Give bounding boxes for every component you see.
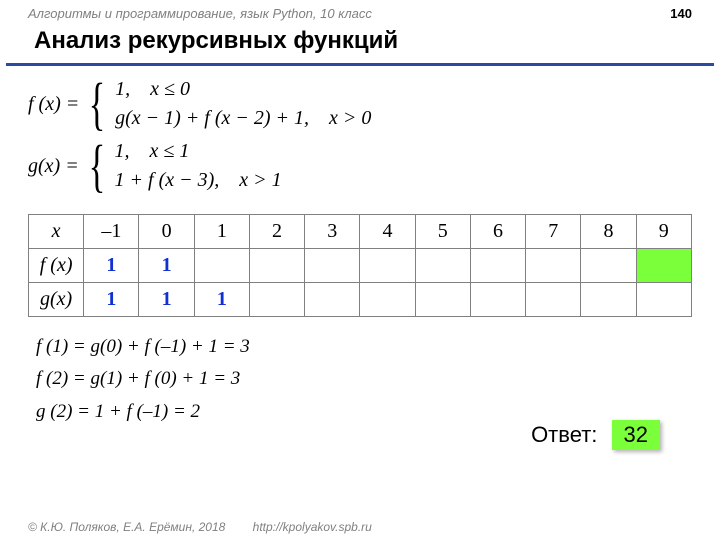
brace-icon: { — [89, 79, 106, 129]
table-cell: 1 — [84, 249, 139, 283]
col-header: 4 — [360, 215, 415, 249]
row-label: f (x) — [29, 249, 84, 283]
table-cell — [636, 249, 691, 283]
slide-title: Анализ рекурсивных функций — [6, 23, 714, 66]
f-left: f (x) = — [28, 93, 79, 116]
col-header: –1 — [84, 215, 139, 249]
col-header-x: x — [29, 215, 84, 249]
table-cell: 1 — [84, 283, 139, 317]
table-cell — [415, 283, 470, 317]
table-cell — [249, 283, 304, 317]
table-cell — [305, 249, 360, 283]
table-cell — [360, 283, 415, 317]
work-line-2: f (2) = g(1) + f (0) + 1 = 3 — [36, 363, 692, 395]
row-label: g(x) — [29, 283, 84, 317]
formula-g: g(x) = { 1, x ≤ 1 1 + f (x − 3), x > 1 — [28, 140, 692, 192]
table-cell — [415, 249, 470, 283]
table-cell — [470, 249, 525, 283]
table-cell — [581, 249, 636, 283]
f-case1: 1, x ≤ 0 — [115, 78, 371, 101]
copyright: © К.Ю. Поляков, Е.А. Ерёмин, 2018 — [28, 520, 225, 534]
value-table: x–10123456789 f (x)11 g(x)111 — [0, 214, 720, 317]
page-number: 140 — [670, 6, 692, 21]
g-case2: 1 + f (x − 3), x > 1 — [115, 169, 282, 192]
table-cell — [470, 283, 525, 317]
table-cell — [305, 283, 360, 317]
table-cell: 1 — [139, 283, 194, 317]
course-name: Алгоритмы и программирование, язык Pytho… — [28, 6, 372, 21]
col-header: 3 — [305, 215, 360, 249]
answer-block: Ответ: 32 — [531, 420, 660, 450]
table-cell — [526, 249, 581, 283]
formula-f: f (x) = { 1, x ≤ 0 g(x − 1) + f (x − 2) … — [28, 78, 692, 130]
footer-url: http://kpolyakov.spb.ru — [253, 520, 372, 534]
slide-footer: © К.Ю. Поляков, Е.А. Ерёмин, 2018 http:/… — [28, 520, 372, 534]
g-case1: 1, x ≤ 1 — [115, 140, 282, 163]
table-cell — [581, 283, 636, 317]
table-cell: 1 — [139, 249, 194, 283]
col-header: 1 — [194, 215, 249, 249]
worked-examples: f (1) = g(0) + f (–1) + 1 = 3 f (2) = g(… — [0, 317, 720, 428]
table-cell — [526, 283, 581, 317]
col-header: 7 — [526, 215, 581, 249]
col-header: 9 — [636, 215, 691, 249]
brace-icon: { — [88, 141, 105, 191]
f-case2: g(x − 1) + f (x − 2) + 1, x > 0 — [115, 107, 371, 130]
col-header: 0 — [139, 215, 194, 249]
answer-label: Ответ: — [531, 422, 597, 447]
answer-value: 32 — [612, 420, 660, 450]
formulae-block: f (x) = { 1, x ≤ 0 g(x − 1) + f (x − 2) … — [0, 78, 720, 214]
table-cell — [249, 249, 304, 283]
table-cell — [360, 249, 415, 283]
table-cell: 1 — [194, 283, 249, 317]
col-header: 2 — [249, 215, 304, 249]
col-header: 8 — [581, 215, 636, 249]
g-left: g(x) = — [28, 155, 79, 178]
table-cell — [194, 249, 249, 283]
work-line-1: f (1) = g(0) + f (–1) + 1 = 3 — [36, 331, 692, 363]
slide-header: Алгоритмы и программирование, язык Pytho… — [0, 0, 720, 23]
table-cell — [636, 283, 691, 317]
col-header: 5 — [415, 215, 470, 249]
col-header: 6 — [470, 215, 525, 249]
